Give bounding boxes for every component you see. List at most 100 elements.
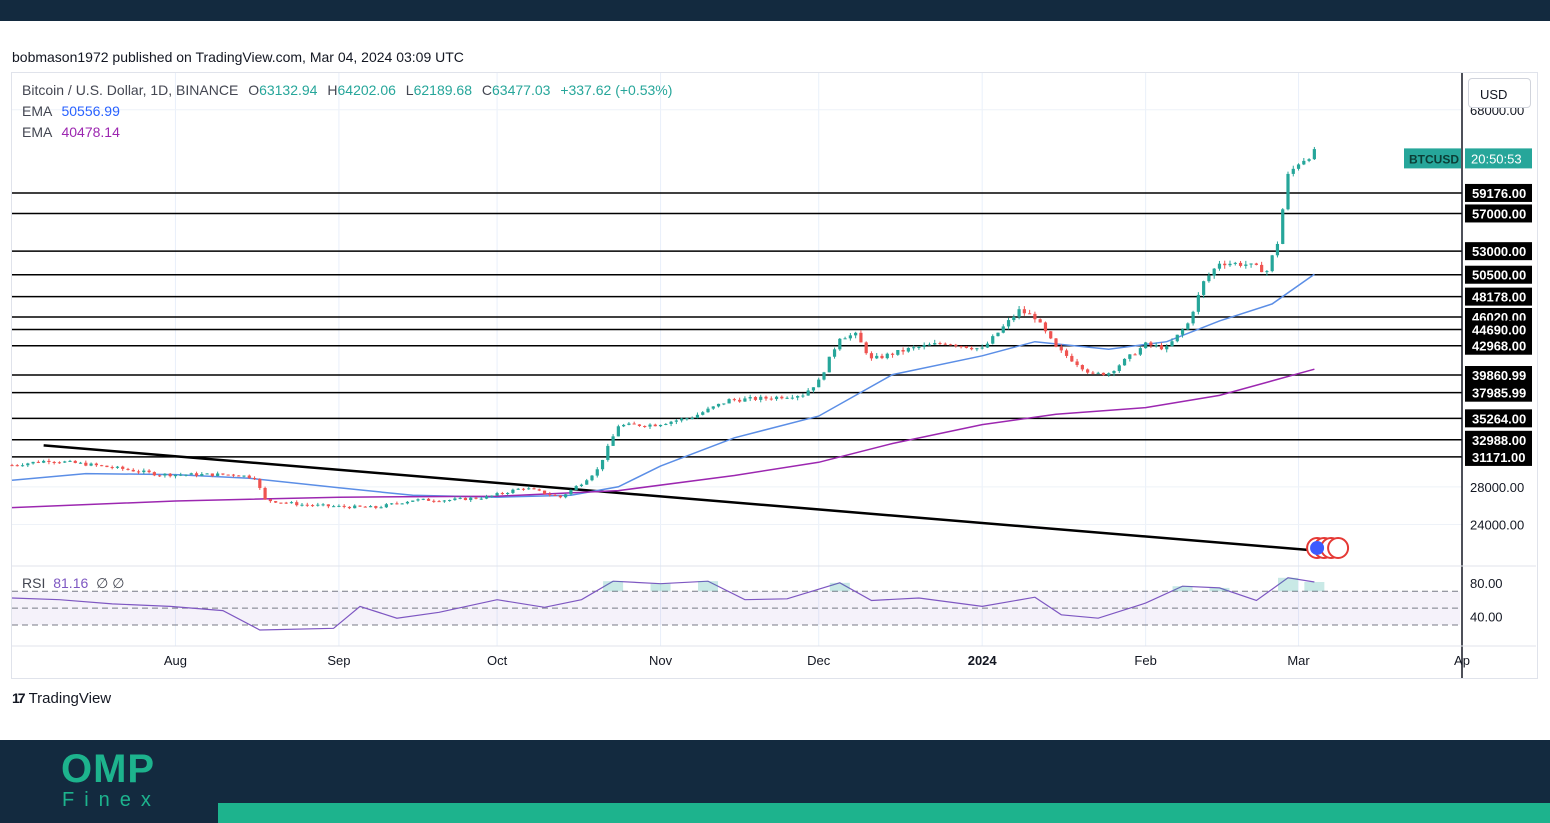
rsi-extra: ∅ ∅ (96, 575, 125, 591)
candle-body (606, 445, 610, 460)
candle-body (1012, 316, 1016, 321)
candle-body (1028, 313, 1032, 315)
rsi-overbought-fill (1304, 582, 1325, 592)
candle-body (368, 506, 373, 508)
candle-body (727, 399, 731, 404)
x-tick-label: Oct (487, 653, 508, 668)
candle-body (194, 473, 199, 476)
candle-body (136, 471, 141, 473)
candle-body (1154, 345, 1158, 347)
candle-body (405, 501, 410, 504)
candle-body (84, 462, 88, 466)
candle-body (421, 498, 425, 500)
candle-body (980, 347, 984, 349)
candle-body (1080, 365, 1084, 370)
candle-body (553, 494, 557, 496)
candle-body (210, 473, 214, 476)
level-label-box (1465, 409, 1532, 428)
high-value: 64202.06 (337, 82, 396, 98)
close-label: C (481, 82, 493, 98)
countdown-box (1465, 148, 1532, 169)
rsi-overbought-fill (829, 582, 850, 592)
level-label-box (1465, 287, 1532, 306)
currency-selector[interactable]: USD (1468, 78, 1531, 108)
candle-body (790, 397, 794, 399)
candle-body (142, 470, 146, 473)
x-tick-label: 2024 (968, 653, 998, 668)
candle-body (1223, 263, 1227, 266)
candle-body (838, 338, 842, 350)
level-label: 44690.00 (1472, 322, 1526, 337)
candle-body (701, 412, 705, 415)
candle-body (1270, 255, 1274, 272)
candle-body (216, 473, 220, 476)
candle-body (970, 347, 974, 350)
candle-body (506, 492, 510, 494)
level-label: 32988.00 (1472, 433, 1526, 448)
close-value: 63477.03 (492, 82, 551, 98)
candle-body (542, 490, 547, 494)
candle-body (479, 498, 483, 500)
candle-body (284, 502, 288, 504)
candle-body (1286, 173, 1290, 210)
candle-body (305, 504, 309, 506)
candle-body (263, 487, 267, 500)
publisher-info: bobmason1972 published on TradingView.co… (12, 49, 464, 65)
candle-body (1275, 243, 1280, 256)
candle-body (890, 353, 895, 355)
candle-body (374, 506, 378, 508)
candle-body (1059, 346, 1063, 351)
candle-body (68, 460, 72, 462)
ema-fast-value: 50556.99 (61, 103, 120, 119)
candle-body (10, 465, 14, 467)
candle-body (753, 397, 758, 400)
candle-body (179, 474, 183, 476)
candle-body (1133, 354, 1137, 356)
candle-body (764, 396, 768, 399)
rsi-overbought-fill (1209, 587, 1230, 592)
candle-body (600, 459, 605, 470)
candle-body (1202, 281, 1206, 295)
candle-body (78, 462, 83, 464)
candle-body (1070, 355, 1074, 362)
candle-body (822, 372, 826, 380)
candle-body (411, 500, 415, 502)
countdown-label: 20:50:53 (1471, 151, 1522, 166)
candle-body (1233, 262, 1237, 264)
candle-body (827, 356, 831, 373)
candle-body (1017, 309, 1021, 317)
ema-fast-label: EMA (22, 103, 52, 119)
candle-body (869, 353, 874, 359)
candle-body (769, 398, 773, 400)
x-tick-label: Mar (1287, 653, 1310, 668)
candle-body (63, 461, 67, 463)
rsi-line-layer (11, 577, 1325, 631)
candle-body (1291, 168, 1295, 174)
candle-body (885, 353, 889, 359)
candle-body (627, 423, 631, 425)
candle-body (1191, 311, 1195, 324)
candle-body (274, 501, 278, 503)
candle-body (395, 503, 399, 505)
candle-body (1312, 149, 1316, 160)
candle-body (458, 497, 462, 499)
candle-body (922, 345, 926, 348)
rsi-panel (12, 590, 1460, 626)
tradingview-brand[interactable]: 17 TradingView (12, 690, 111, 707)
candle-body (511, 489, 515, 493)
candle-body (579, 484, 584, 487)
candle-body (674, 420, 678, 422)
candle-body (231, 474, 236, 476)
chart-frame[interactable] (11, 72, 1538, 679)
candle-body (574, 486, 578, 490)
rsi-legend: RSI 81.16 ∅ ∅ (22, 575, 124, 592)
candle-body (558, 495, 562, 498)
candle-body (237, 475, 241, 477)
candle-body (780, 396, 784, 399)
candle-body (358, 505, 362, 507)
candle-body (616, 426, 620, 437)
candle-body (1091, 372, 1095, 374)
level-label-box (1465, 204, 1532, 223)
candle-body (1112, 370, 1116, 374)
